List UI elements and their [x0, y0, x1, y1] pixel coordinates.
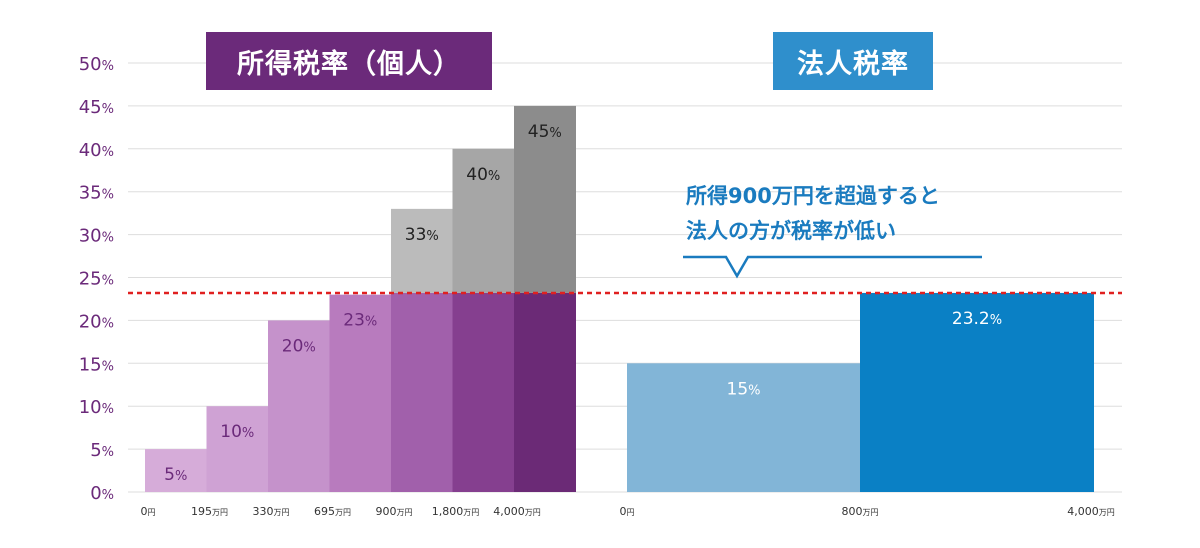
personal-tax-bar: [329, 294, 392, 492]
personal-tax-bar: [206, 406, 269, 492]
personal-tax-bar: [452, 292, 515, 492]
personal-bar-label: 23%: [343, 311, 377, 331]
personal-x-tick: 695万円: [314, 505, 351, 518]
personal-bar-label: 33%: [405, 225, 439, 245]
personal-x-tick: 330万円: [253, 505, 290, 518]
personal-bar-label: 20%: [282, 336, 316, 356]
personal-x-tick: 4,000万円: [493, 505, 541, 518]
personal-x-tick: 900万円: [376, 505, 413, 518]
annotation-line-2: 法人の方が税率が低い: [686, 219, 896, 243]
corporate-tax-bar: [627, 363, 860, 492]
personal-tax-bar-upper: [452, 148, 515, 293]
personal-tax-title: 所得税率（個人）: [206, 32, 492, 90]
y-tick-label: 45%: [79, 97, 114, 118]
y-tick-label: 35%: [79, 183, 114, 204]
personal-x-tick: 0円: [141, 505, 156, 518]
personal-bar-label: 5%: [164, 465, 187, 485]
personal-tax-bar: [268, 320, 330, 492]
personal-tax-bar-upper: [391, 208, 453, 293]
y-tick-label: 40%: [79, 140, 114, 161]
corporate-bar-label: 15%: [727, 379, 761, 399]
y-tick-label: 5%: [90, 440, 114, 461]
personal-bar-label: 10%: [220, 422, 254, 442]
corporate-bar-label: 23.2%: [952, 309, 1002, 329]
annotation-callout: [683, 255, 982, 279]
corporate-tax-title: 法人税率: [773, 32, 933, 90]
annotation-line-1: 所得900万円を超過すると: [686, 184, 940, 208]
personal-x-tick: 1,800万円: [432, 505, 480, 518]
personal-bar-label: 45%: [528, 122, 562, 142]
corporate-tax-bar: [860, 292, 1094, 492]
corporate-x-tick: 4,000万円: [1067, 505, 1115, 518]
personal-bar-label: 40%: [466, 165, 500, 185]
corporate-x-tick: 0円: [620, 505, 635, 518]
personal-x-tick: 195万円: [191, 505, 228, 518]
y-tick-label: 10%: [79, 397, 114, 418]
y-tick-label: 25%: [79, 269, 114, 290]
y-tick-label: 0%: [90, 483, 114, 504]
personal-tax-bar: [391, 292, 453, 492]
y-tick-label: 15%: [79, 354, 114, 375]
y-tick-label: 50%: [79, 54, 114, 75]
personal-tax-bar: [145, 449, 207, 492]
y-tick-label: 20%: [79, 311, 114, 332]
corporate-x-tick: 800万円: [842, 505, 879, 518]
personal-tax-bar-upper: [514, 105, 576, 293]
y-tick-label: 30%: [79, 226, 114, 247]
personal-tax-bar: [514, 292, 576, 492]
